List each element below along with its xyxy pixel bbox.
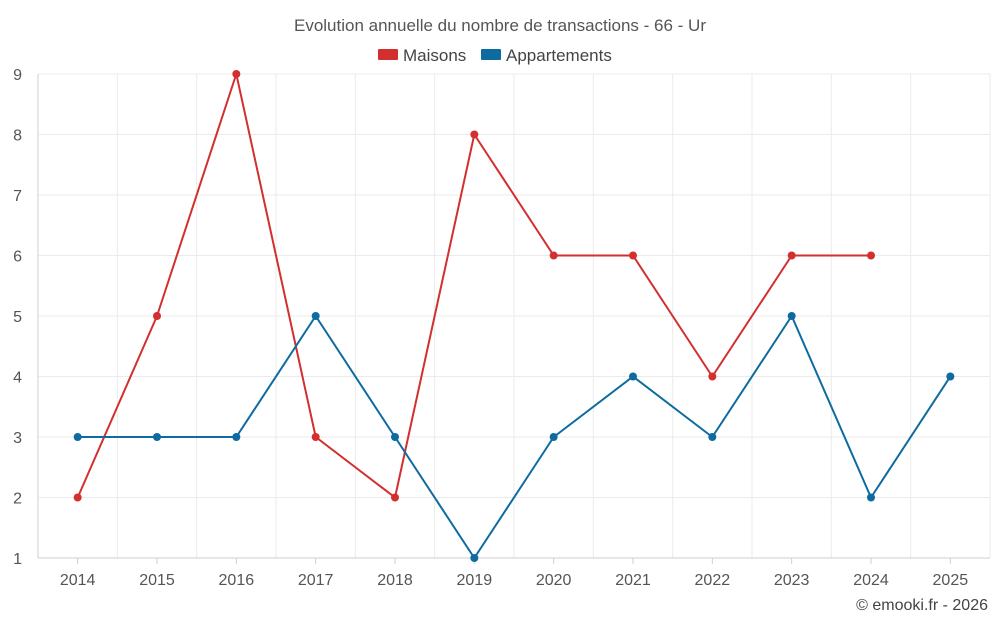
y-tick-label: 3 [13, 430, 22, 447]
y-tick-label: 2 [13, 491, 22, 508]
data-point-appartements[interactable] [470, 554, 479, 562]
x-tick-label: 2016 [219, 572, 255, 589]
data-point-appartements[interactable] [946, 372, 955, 381]
data-point-appartements[interactable] [153, 433, 161, 441]
data-point-maisons[interactable] [470, 130, 479, 139]
series-line-appartements [77, 315, 952, 559]
x-tick-label: 2018 [377, 572, 413, 589]
y-tick-label: 8 [13, 128, 22, 145]
x-tick-label: 2022 [695, 572, 731, 589]
x-tick-label: 2020 [536, 572, 572, 589]
grid [37, 73, 991, 559]
data-point-appartements[interactable] [787, 312, 796, 320]
y-tick-label: 6 [13, 249, 22, 266]
data-point-maisons[interactable] [549, 251, 558, 260]
legend-label-appartements: Appartements [506, 46, 612, 65]
series-maisons [73, 70, 875, 502]
data-point-maisons[interactable] [708, 372, 717, 381]
axes: 1 2 3 4 5 6 7 8 9 2014 2015 2016 2017 2018 2019 2020 202… [13, 67, 990, 589]
data-point-appartements[interactable] [708, 433, 717, 441]
chart-title: Evolution annuelle du nombre de transact… [294, 16, 706, 35]
credit-text: © emooki.fr - 2026 [856, 597, 988, 614]
data-point-maisons[interactable] [391, 493, 399, 502]
x-tick-label: 2025 [933, 572, 969, 589]
data-point-appartements[interactable] [232, 433, 241, 441]
x-tick-label: 2014 [60, 572, 96, 589]
y-tick-label: 5 [13, 309, 22, 326]
y-tick-label: 4 [13, 370, 22, 387]
legend-swatch-appartements [481, 49, 501, 60]
x-tick-label: 2023 [774, 572, 810, 589]
data-point-maisons[interactable] [232, 70, 241, 78]
series-appartements [73, 312, 955, 562]
y-tick-label: 1 [13, 551, 22, 568]
data-point-appartements[interactable] [629, 372, 637, 381]
legend-label-maisons: Maisons [403, 46, 466, 65]
data-point-maisons[interactable] [153, 312, 161, 320]
series [73, 70, 955, 562]
data-point-maisons[interactable] [311, 433, 320, 441]
legend-swatch-maisons [378, 49, 398, 60]
legend: Maisons Appartements [378, 46, 612, 65]
data-point-maisons[interactable] [867, 251, 875, 260]
y-tick-label: 9 [13, 67, 22, 84]
data-point-appartements[interactable] [73, 433, 82, 441]
data-point-maisons[interactable] [73, 493, 82, 502]
x-tick-label: 2015 [139, 572, 175, 589]
data-point-appartements[interactable] [311, 312, 320, 320]
data-point-appartements[interactable] [867, 493, 875, 502]
x-tick-label: 2021 [615, 572, 651, 589]
x-tick-label: 2019 [457, 572, 493, 589]
data-point-maisons[interactable] [787, 251, 796, 260]
y-tick-label: 7 [13, 188, 22, 205]
x-tick-label: 2024 [853, 572, 889, 589]
data-point-appartements[interactable] [549, 433, 558, 441]
data-point-maisons[interactable] [629, 251, 637, 260]
data-point-appartements[interactable] [391, 433, 399, 441]
x-tick-label: 2017 [298, 572, 334, 589]
legend-item-appartements[interactable]: Appartements [481, 46, 612, 65]
legend-item-maisons[interactable]: Maisons [378, 46, 466, 65]
